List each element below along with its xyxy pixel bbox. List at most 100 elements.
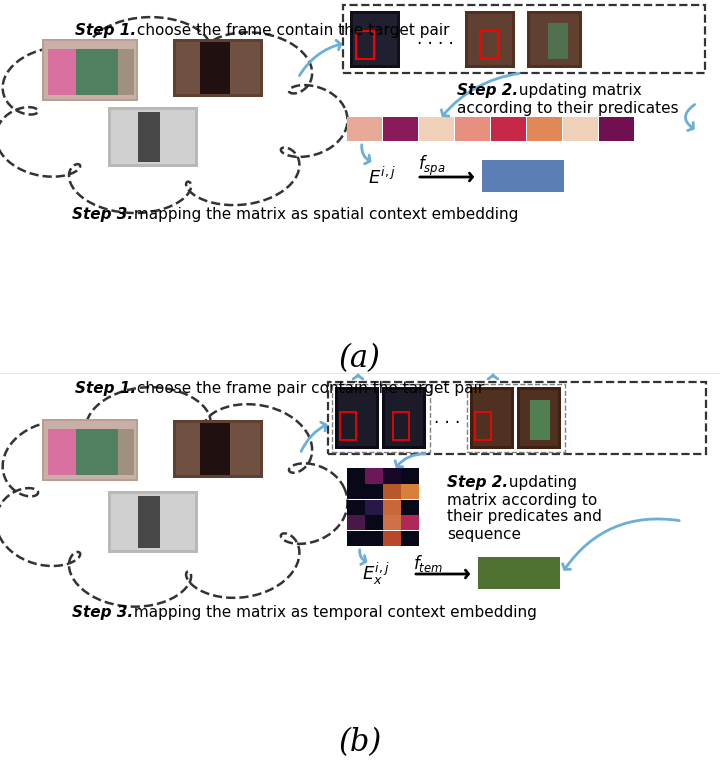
Bar [332,384,430,452]
Text: . . . .: . . . . [417,30,454,48]
Bar [491,117,526,141]
Text: $E_x^{i,j}$: $E_x^{i,j}$ [362,561,390,587]
Text: $E^{i,j}$: $E^{i,j}$ [368,167,396,188]
Bar [382,387,426,449]
Bar [563,117,598,141]
Bar [44,421,136,479]
Bar [465,11,515,68]
Bar [401,515,418,530]
Bar [347,515,364,530]
Bar [473,390,511,446]
Text: . . .: . . . [434,409,460,427]
Bar [138,496,160,548]
Bar [520,390,558,446]
Text: their predicates and: their predicates and [447,510,602,524]
Bar [401,531,418,546]
Text: Step 2.: Step 2. [457,84,518,98]
Bar [42,419,138,481]
Bar [385,390,423,446]
Bar [173,420,263,478]
Bar [467,384,565,452]
Text: Step 2.: Step 2. [447,476,508,491]
Bar [338,390,376,446]
Text: according to their predicates: according to their predicates [457,100,679,116]
Bar [383,469,400,483]
Bar [347,469,364,483]
Bar [383,117,418,141]
Bar [548,23,568,59]
Bar [328,382,706,454]
Bar [365,469,382,483]
Bar [176,42,260,94]
Bar [468,14,512,65]
Bar [455,117,490,141]
Bar [118,49,134,95]
Bar [347,500,364,514]
Bar [530,400,550,440]
Bar [393,412,409,440]
Bar [200,42,230,94]
Bar [176,423,260,475]
Text: Step 1.: Step 1. [75,24,136,39]
Text: Step 3.: Step 3. [72,606,133,620]
Bar [383,531,400,546]
Bar [200,423,230,475]
Bar [527,11,582,68]
Bar [383,515,400,530]
Bar [365,500,382,514]
Bar [347,531,364,546]
Text: Step 1.: Step 1. [75,381,136,396]
Bar [365,515,382,530]
Bar [42,39,138,101]
Text: mapping the matrix as spatial context embedding: mapping the matrix as spatial context em… [129,208,518,222]
Bar [527,117,562,141]
Text: (b): (b) [338,728,382,759]
Bar [599,117,634,141]
Bar [401,500,418,514]
Bar [108,107,198,167]
Text: $f_{spa}$: $f_{spa}$ [418,154,446,178]
Bar [343,5,705,73]
Bar [419,117,454,141]
Bar [365,531,382,546]
Text: choose the frame contain the target pair: choose the frame contain the target pair [132,24,449,39]
Bar [111,110,195,164]
Bar [118,429,134,475]
Bar [347,484,364,499]
Text: updating: updating [504,476,577,491]
Bar [108,491,198,553]
Bar [48,429,76,475]
Bar [517,387,561,449]
Text: choose the frame pair contain the target pair: choose the frame pair contain the target… [132,381,484,396]
Bar [48,49,76,95]
Bar [356,31,374,59]
Bar [76,49,118,95]
Bar [353,14,397,65]
Text: matrix according to: matrix according to [447,492,598,508]
Text: updating matrix: updating matrix [514,84,642,98]
Bar [475,412,491,440]
Bar [401,469,418,483]
Bar [44,41,136,99]
Text: sequence: sequence [447,527,521,542]
Bar [76,429,118,475]
Bar [478,557,560,589]
Bar [111,494,195,550]
Bar [350,11,400,68]
Text: mapping the matrix as temporal context embedding: mapping the matrix as temporal context e… [129,606,537,620]
Bar [383,484,400,499]
Bar [173,39,263,97]
Bar [365,484,382,499]
Bar [347,117,382,141]
Bar [530,14,579,65]
Bar [383,500,400,514]
Text: $f_{tem}$: $f_{tem}$ [413,553,443,575]
Bar [401,484,418,499]
Bar [335,387,379,449]
Bar [482,160,564,192]
Bar [340,412,356,440]
Bar [470,387,514,449]
Bar [138,112,160,162]
Text: (a): (a) [339,343,381,374]
Text: Step 3.: Step 3. [72,208,133,222]
